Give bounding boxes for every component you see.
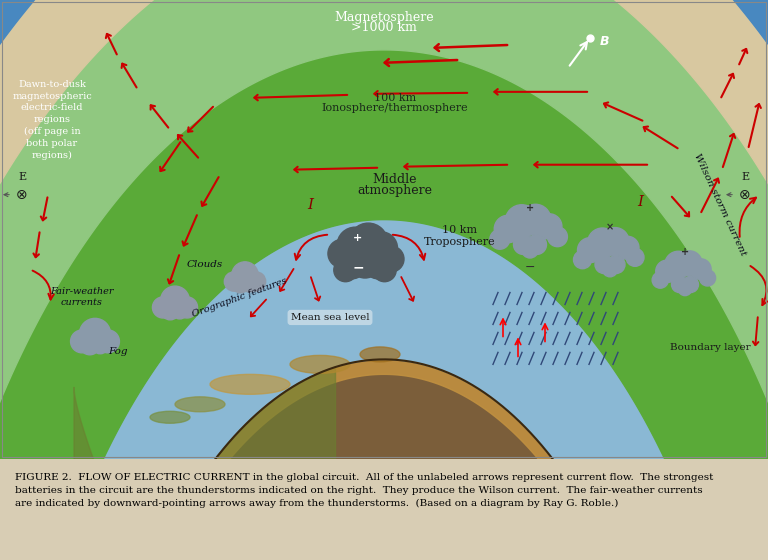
Circle shape [495,215,521,242]
Circle shape [378,246,404,272]
Text: Magnetosphere: Magnetosphere [334,11,434,25]
Circle shape [79,334,100,355]
Circle shape [527,235,547,254]
Circle shape [665,251,692,278]
Circle shape [97,330,120,353]
Ellipse shape [150,411,190,423]
Circle shape [161,286,190,315]
Circle shape [349,223,388,262]
Circle shape [171,302,188,319]
Text: currents: currents [61,298,103,307]
Text: FIGURE 2.  FLOW OF ELECTRIC CURRENT in the global circuit.  All of the unlabeled: FIGURE 2. FLOW OF ELECTRIC CURRENT in th… [15,473,713,508]
Circle shape [232,276,250,293]
Text: E: E [741,172,749,181]
Text: ⊗: ⊗ [16,188,28,202]
Text: E: E [18,172,26,181]
Circle shape [328,239,356,268]
Ellipse shape [360,347,400,362]
Text: 10 km: 10 km [442,225,478,235]
Circle shape [521,241,538,258]
Circle shape [690,259,711,279]
Circle shape [152,297,174,318]
Text: Wilson storm current: Wilson storm current [692,152,748,257]
Text: 100 km: 100 km [374,93,416,103]
Circle shape [490,230,510,249]
Circle shape [241,276,257,292]
Circle shape [338,250,366,279]
Circle shape [616,236,639,259]
Circle shape [505,205,538,237]
Circle shape [372,258,396,282]
Text: −: − [525,261,535,274]
Text: atmosphere: atmosphere [357,184,432,197]
Circle shape [574,251,591,269]
Circle shape [365,232,398,264]
Text: Clouds: Clouds [187,260,223,269]
Text: Fair-weather: Fair-weather [50,287,114,296]
Text: Boundary layer: Boundary layer [670,343,750,352]
Circle shape [232,262,258,288]
Text: Troposphere: Troposphere [424,236,496,246]
Ellipse shape [290,356,350,374]
Text: +: + [526,203,534,213]
Circle shape [652,272,668,288]
Circle shape [520,204,551,235]
Circle shape [656,260,678,283]
Circle shape [700,270,716,286]
Circle shape [177,297,197,318]
Text: Orographic features: Orographic features [191,276,289,319]
Polygon shape [0,50,768,560]
Circle shape [161,301,180,320]
Circle shape [603,262,617,277]
Circle shape [671,277,687,292]
Polygon shape [74,360,694,560]
Circle shape [247,272,266,291]
Circle shape [349,246,381,278]
Text: >1000 km: >1000 km [351,21,417,35]
Polygon shape [74,360,694,560]
Circle shape [91,335,110,354]
Circle shape [607,255,625,273]
Circle shape [626,249,644,267]
Text: ⊗: ⊗ [739,188,751,202]
Circle shape [364,250,392,279]
Circle shape [578,237,603,263]
Polygon shape [0,220,768,560]
Circle shape [588,228,617,258]
Text: +: + [681,246,689,256]
Circle shape [682,277,699,292]
Text: +: + [353,232,362,242]
Text: Dawn-to-dusk
magnetospheric
electric-field
regions
(off page in
both polar
regio: Dawn-to-dusk magnetospheric electric-fie… [12,80,92,160]
Circle shape [514,235,533,254]
Circle shape [337,227,373,264]
Circle shape [79,318,111,349]
Ellipse shape [175,397,225,412]
Polygon shape [74,367,336,560]
Text: B: B [600,35,610,48]
Text: I: I [307,198,313,212]
Text: Mean sea level: Mean sea level [290,313,369,322]
Text: −: − [353,260,364,274]
Text: Fog: Fog [108,347,127,356]
Ellipse shape [210,374,290,394]
Circle shape [595,255,613,273]
Text: Middle: Middle [372,173,417,186]
Text: Ionosphere/thermosphere: Ionosphere/thermosphere [322,103,468,113]
Circle shape [334,258,357,282]
Circle shape [601,227,629,255]
Circle shape [537,214,562,239]
Circle shape [678,282,692,296]
Circle shape [224,272,243,291]
Circle shape [71,330,94,353]
Text: ×: × [606,223,614,232]
Circle shape [677,251,702,276]
Text: I: I [637,195,643,209]
Circle shape [548,227,568,246]
